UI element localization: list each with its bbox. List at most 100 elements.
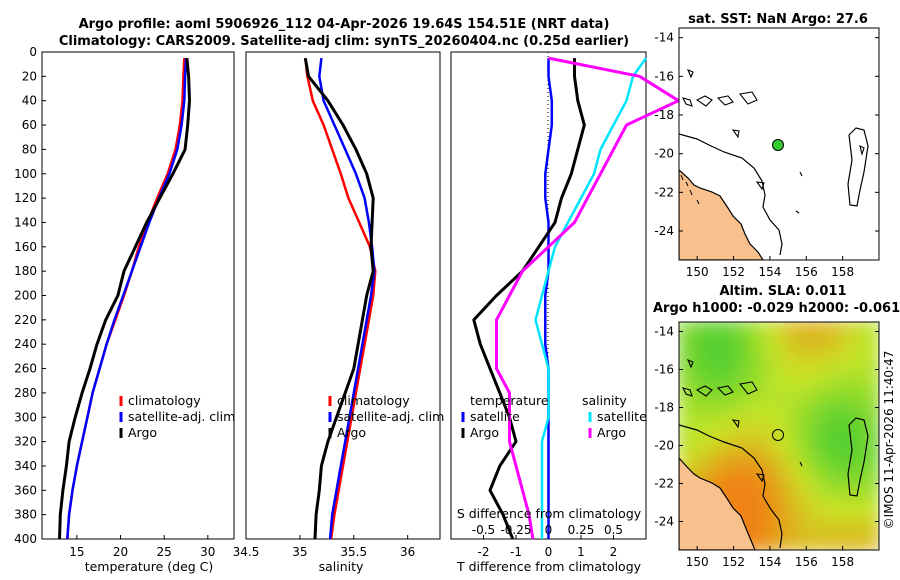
imos-watermark: ©IMOS 11-Apr-2026 11:40:47 <box>882 351 896 530</box>
sla-heatmap-cell <box>860 368 879 390</box>
sla-heatmap-cell <box>810 515 831 536</box>
y-tick-label: 400 <box>14 532 37 546</box>
legend-argo: Argo <box>337 425 366 440</box>
x-tick-label: 34.5 <box>233 545 260 559</box>
map-x-tick-label: 158 <box>831 555 854 569</box>
sla-heatmap-cell <box>793 434 815 455</box>
sla-heatmap-cell <box>743 417 765 438</box>
sla-heatmap-cell <box>793 385 815 406</box>
temperature-legend: climatology satellite-adj. clim Argo <box>119 393 235 440</box>
sla-heatmap-cell <box>793 322 815 341</box>
sla-heatmap-cell <box>860 499 879 520</box>
sla-heatmap-cell <box>679 352 698 373</box>
map-y-tick-label: -16 <box>654 363 674 377</box>
sla-heatmap-cell <box>793 417 815 438</box>
figure-title-line1: Argo profile: aoml 5906926_112 04-Apr-20… <box>79 17 610 32</box>
sla-heatmap-cell <box>793 531 815 550</box>
sla-heatmap-cell <box>693 434 715 455</box>
series-line-temperature-argo <box>472 58 586 540</box>
legend-salinity-argo: Argo <box>597 425 626 440</box>
map-y-tick-label: -18 <box>654 108 674 122</box>
y-tick-label: 140 <box>14 215 37 229</box>
y-tick-label: 40 <box>22 94 37 108</box>
sla-heatmap-cell <box>860 434 879 455</box>
sla-heatmap-cell <box>710 385 731 406</box>
sla-heatmap-cell <box>810 417 831 438</box>
sla-heatmap-cell <box>760 531 781 550</box>
legend-salinity-satellite: satellite <box>597 409 647 424</box>
sla-heatmap-cell <box>793 401 815 422</box>
float-position-marker-sst <box>772 139 784 151</box>
sla-heatmap-cell <box>777 450 798 471</box>
x2-tick-label: 0.5 <box>604 523 623 537</box>
y-tick-label: 80 <box>22 142 37 156</box>
sla-map-panel: Altim. SLA: 0.011 Argo h1000: -0.029 h20… <box>653 284 900 569</box>
sla-heatmap-cell <box>777 336 798 357</box>
salinity-xlabel: salinity <box>319 559 364 574</box>
x-tick-label: -2 <box>478 545 490 559</box>
sla-heatmap-cell <box>827 417 848 438</box>
map-x-tick-label: 154 <box>758 555 781 569</box>
sst-map-layer <box>679 28 879 260</box>
sla-heatmap-cell <box>743 322 765 341</box>
sla-heatmap-cell <box>727 401 748 422</box>
sla-heatmap-cell <box>777 368 798 390</box>
y-tick-label: 260 <box>14 362 37 376</box>
sla-heatmap-cell <box>710 322 731 341</box>
sla-heatmap-cell <box>777 322 798 341</box>
series-line-climatology <box>66 58 186 540</box>
y-tick-label: 20 <box>22 69 37 83</box>
series-line-salinity-satellite <box>534 57 648 539</box>
sla-heatmap-cell <box>860 322 879 341</box>
sla-heatmap-cell <box>810 322 831 341</box>
sla-heatmap-cell <box>760 482 781 504</box>
x-tick-label: -1 <box>510 545 522 559</box>
sla-heatmap-cell <box>860 401 879 422</box>
sla-heatmap-cell <box>810 336 831 357</box>
sla-heatmap-cell <box>679 322 698 341</box>
sla-heatmap-cell <box>860 466 879 487</box>
x-tick-label: 2 <box>610 545 618 559</box>
series-line-satellite-adj-clim <box>66 58 188 540</box>
y-tick-label: 100 <box>14 167 37 181</box>
sst-map-axes-box <box>678 27 880 261</box>
series-line-argo <box>58 57 191 540</box>
y-tick-label: 120 <box>14 191 37 205</box>
sla-heatmap-cell <box>693 352 715 373</box>
sla-heatmap-cell <box>693 336 715 357</box>
sla-heatmap-cell <box>743 401 765 422</box>
sla-heatmap-cell <box>743 336 765 357</box>
salinity-legend: climatology satellite-adj. clim Argo <box>328 393 444 440</box>
sla-reef-outline <box>679 424 783 549</box>
y-tick-label: 280 <box>14 386 37 400</box>
sla-heatmap-cell <box>793 368 815 390</box>
map-y-tick-label: -20 <box>654 439 674 453</box>
sla-heatmap-cell <box>710 336 731 357</box>
map-x-tick-label: 156 <box>795 555 818 569</box>
map-y-tick-label: -14 <box>654 31 674 45</box>
map-y-tick-label: -24 <box>654 515 674 529</box>
sla-heatmap-cell <box>843 336 865 357</box>
sla-heatmap-cell <box>710 368 731 390</box>
sla-heatmap-cell <box>777 466 798 487</box>
sla-map-title-1: Altim. SLA: 0.011 <box>720 284 847 299</box>
sla-heatmap-cell <box>743 515 765 536</box>
y-tick-label: 320 <box>14 435 37 449</box>
sla-heatmap-cell <box>843 322 865 341</box>
sla-heatmap-cell <box>743 482 765 504</box>
legend-satellite: satellite-adj. clim <box>337 409 444 424</box>
sla-heatmap-cell <box>843 385 865 406</box>
sla-heatmap-cell <box>760 352 781 373</box>
sla-heatmap-cell <box>743 352 765 373</box>
x-tick-label: 1 <box>577 545 585 559</box>
islands <box>681 68 865 214</box>
sla-heatmap-cell <box>693 368 715 390</box>
sla-heatmap-cell <box>810 450 831 471</box>
t-difference-xlabel: T difference from climatology <box>456 559 642 574</box>
temperature-panel: 0 20 40 60 80 100 120 140 160 180 200 220 240 260 280 3… <box>14 45 235 574</box>
sla-heatmap-cell <box>679 336 698 357</box>
map-x-tick-label: 158 <box>831 265 854 279</box>
sla-heatmap-cell <box>860 385 879 406</box>
legend-temperature-argo: Argo <box>470 425 499 440</box>
sla-heatmap-cell <box>743 466 765 487</box>
